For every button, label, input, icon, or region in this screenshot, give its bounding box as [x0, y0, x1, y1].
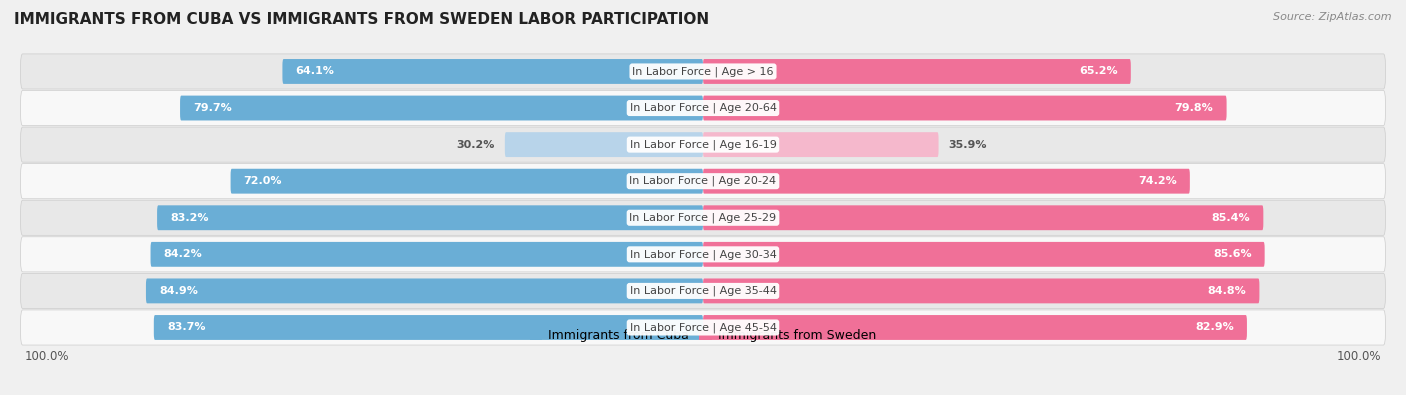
FancyBboxPatch shape [505, 132, 703, 157]
FancyBboxPatch shape [231, 169, 703, 194]
Text: In Labor Force | Age > 16: In Labor Force | Age > 16 [633, 66, 773, 77]
Text: In Labor Force | Age 35-44: In Labor Force | Age 35-44 [630, 286, 776, 296]
Text: IMMIGRANTS FROM CUBA VS IMMIGRANTS FROM SWEDEN LABOR PARTICIPATION: IMMIGRANTS FROM CUBA VS IMMIGRANTS FROM … [14, 12, 709, 27]
FancyBboxPatch shape [21, 164, 1385, 199]
Text: In Labor Force | Age 25-29: In Labor Force | Age 25-29 [630, 213, 776, 223]
FancyBboxPatch shape [150, 242, 703, 267]
FancyBboxPatch shape [21, 200, 1385, 235]
FancyBboxPatch shape [703, 59, 1130, 84]
Text: 84.8%: 84.8% [1208, 286, 1246, 296]
FancyBboxPatch shape [703, 96, 1226, 120]
Text: In Labor Force | Age 30-34: In Labor Force | Age 30-34 [630, 249, 776, 260]
Text: 72.0%: 72.0% [243, 176, 283, 186]
Text: 30.2%: 30.2% [457, 139, 495, 150]
Text: 35.9%: 35.9% [949, 139, 987, 150]
FancyBboxPatch shape [283, 59, 703, 84]
Legend: Immigrants from Cuba, Immigrants from Sweden: Immigrants from Cuba, Immigrants from Sw… [524, 324, 882, 347]
FancyBboxPatch shape [146, 278, 703, 303]
Text: In Labor Force | Age 45-54: In Labor Force | Age 45-54 [630, 322, 776, 333]
Text: 84.9%: 84.9% [159, 286, 198, 296]
FancyBboxPatch shape [153, 315, 703, 340]
Text: 64.1%: 64.1% [295, 66, 335, 77]
Text: 79.8%: 79.8% [1175, 103, 1213, 113]
FancyBboxPatch shape [21, 127, 1385, 162]
Text: 65.2%: 65.2% [1078, 66, 1118, 77]
Text: In Labor Force | Age 20-64: In Labor Force | Age 20-64 [630, 103, 776, 113]
FancyBboxPatch shape [703, 315, 1247, 340]
FancyBboxPatch shape [21, 237, 1385, 272]
Text: In Labor Force | Age 20-24: In Labor Force | Age 20-24 [630, 176, 776, 186]
Text: 79.7%: 79.7% [193, 103, 232, 113]
FancyBboxPatch shape [21, 90, 1385, 126]
FancyBboxPatch shape [703, 205, 1264, 230]
FancyBboxPatch shape [703, 132, 939, 157]
Text: 82.9%: 82.9% [1195, 322, 1234, 333]
FancyBboxPatch shape [180, 96, 703, 120]
FancyBboxPatch shape [21, 273, 1385, 308]
Text: 85.4%: 85.4% [1212, 213, 1250, 223]
Text: Source: ZipAtlas.com: Source: ZipAtlas.com [1274, 12, 1392, 22]
FancyBboxPatch shape [157, 205, 703, 230]
FancyBboxPatch shape [21, 310, 1385, 345]
Text: 74.2%: 74.2% [1137, 176, 1177, 186]
FancyBboxPatch shape [703, 242, 1264, 267]
FancyBboxPatch shape [703, 169, 1189, 194]
Text: In Labor Force | Age 16-19: In Labor Force | Age 16-19 [630, 139, 776, 150]
Text: 83.2%: 83.2% [170, 213, 208, 223]
FancyBboxPatch shape [703, 278, 1260, 303]
Text: 83.7%: 83.7% [167, 322, 205, 333]
Text: 84.2%: 84.2% [163, 249, 202, 260]
Text: 85.6%: 85.6% [1213, 249, 1251, 260]
FancyBboxPatch shape [21, 54, 1385, 89]
